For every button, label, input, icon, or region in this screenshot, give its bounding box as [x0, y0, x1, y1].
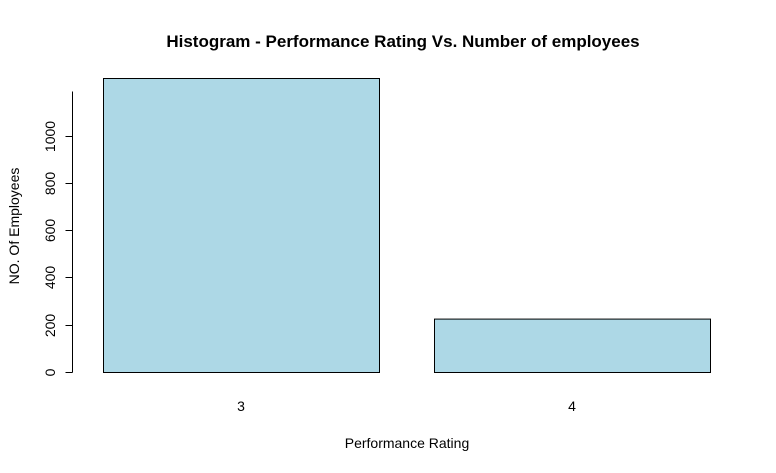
y-tick-label-600: 600 [42, 219, 58, 243]
y-axis: 0 200 400 600 800 1000 [42, 91, 73, 376]
y-axis-label: NO. Of Employees [6, 168, 22, 285]
x-tick-label-4: 4 [568, 398, 576, 414]
y-tick-label-0: 0 [42, 368, 58, 376]
x-tick-label-3: 3 [237, 398, 245, 414]
chart-title: Histogram - Performance Rating Vs. Numbe… [166, 32, 639, 51]
bar-3 [103, 78, 380, 373]
bars-group [103, 78, 711, 373]
y-tick-label-200: 200 [42, 314, 58, 338]
y-tick-label-1000: 1000 [42, 121, 58, 152]
y-tick-label-800: 800 [42, 172, 58, 196]
y-tick-label-400: 400 [42, 266, 58, 290]
bar-4 [434, 318, 711, 373]
x-axis-label: Performance Rating [345, 435, 470, 451]
